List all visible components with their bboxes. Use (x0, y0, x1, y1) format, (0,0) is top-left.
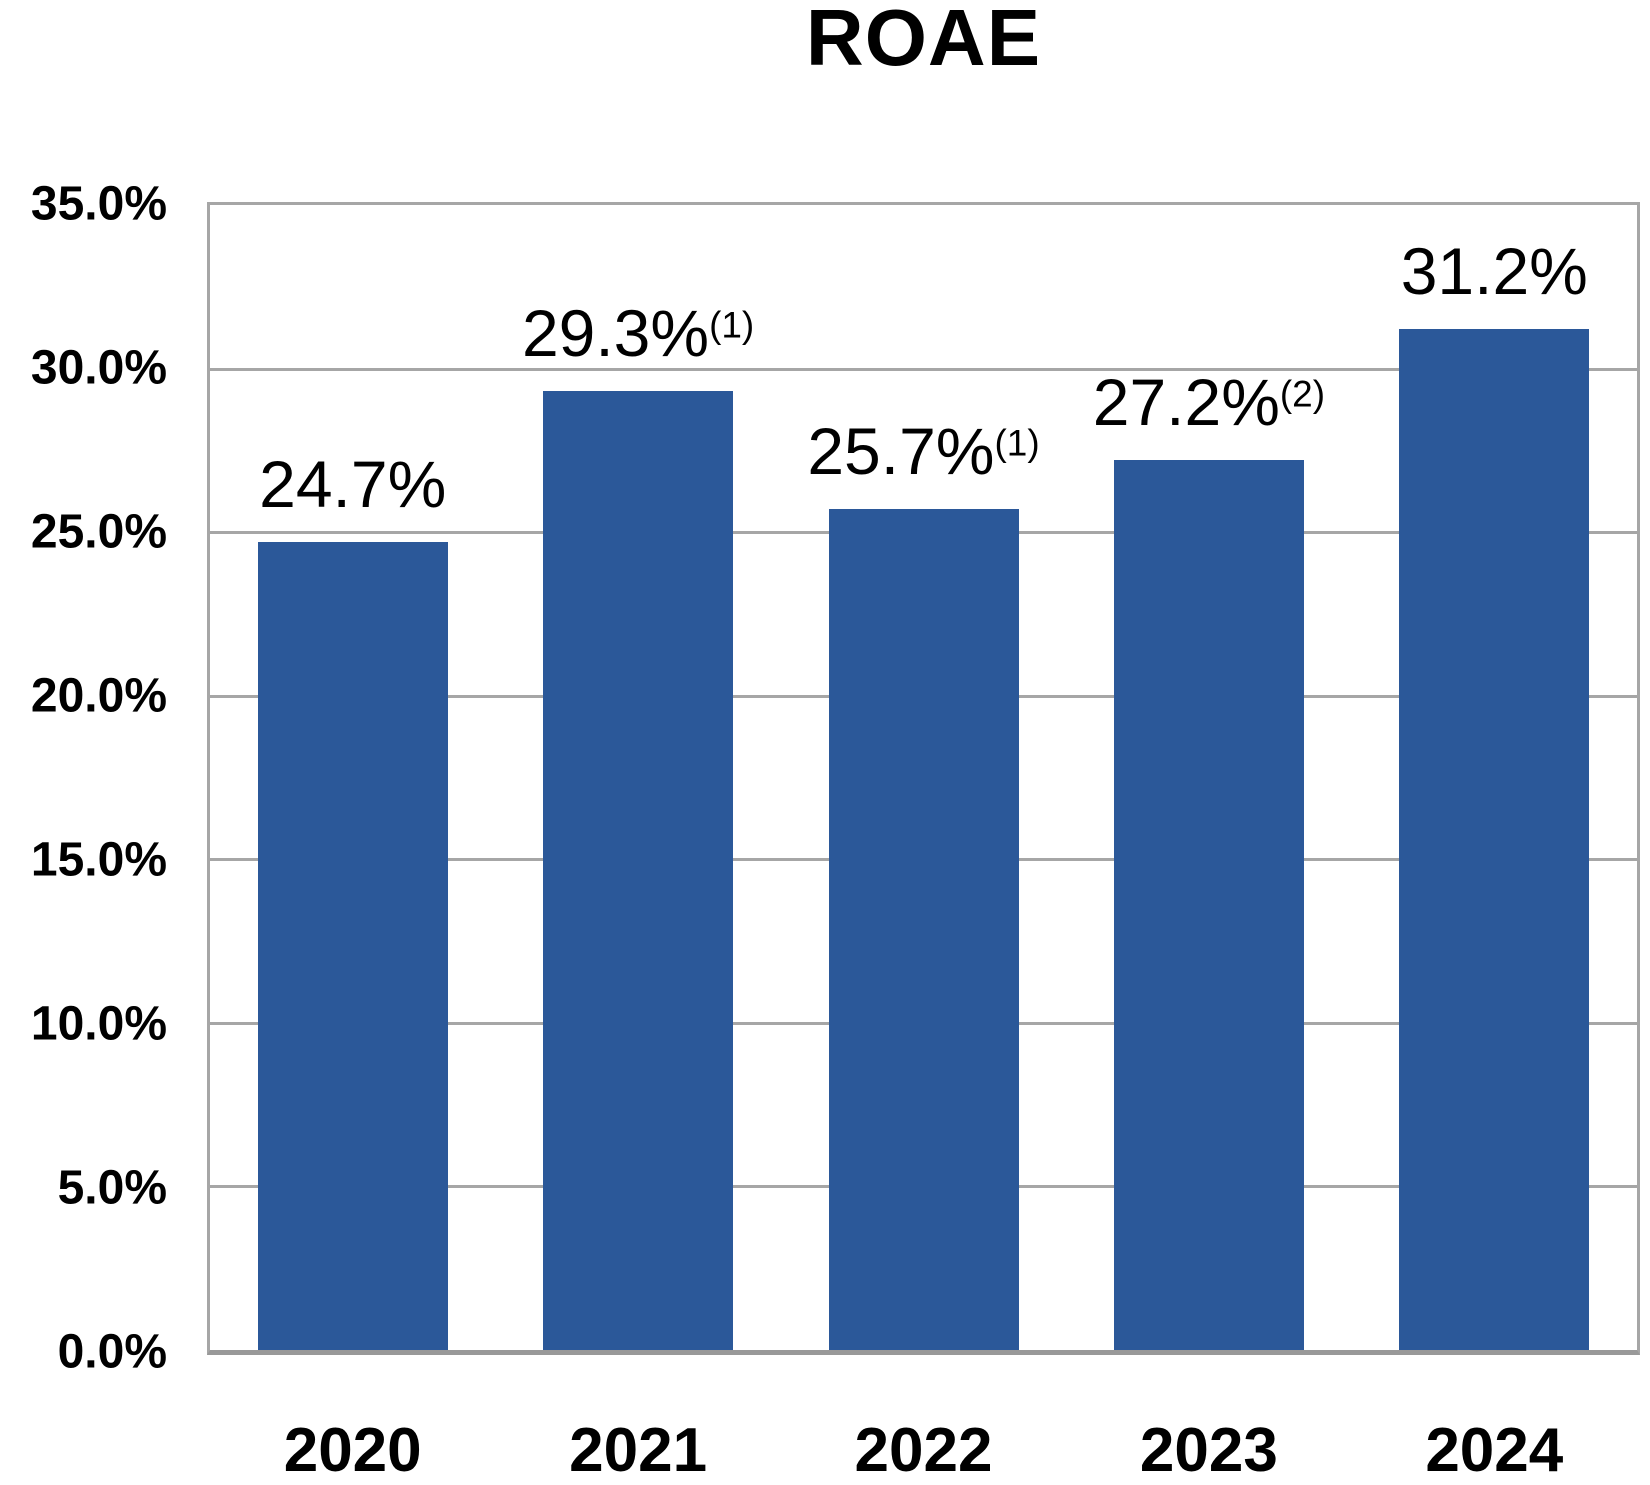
y-tick-label-100: 10.0% (30, 997, 167, 1050)
x-tick-label-2024: 2024 (1425, 1416, 1564, 1485)
bar-2020 (257, 541, 448, 1350)
bar-2021 (543, 391, 734, 1350)
y-tick-label-00: 0.0% (57, 1325, 167, 1378)
y-tick-label-50: 5.0% (57, 1161, 167, 1214)
y-tick-label-150: 15.0% (30, 833, 167, 886)
bar-value-footnote-marker: (1) (709, 305, 755, 347)
bar-value-label-2022: 25.7%(1) (807, 413, 1039, 489)
bar-value-text: 25.7% (807, 414, 995, 489)
plot-area: 24.7% 29.3%(1) 25.7%(1) 27.2%(2) 31.2% (207, 202, 1640, 1355)
bar-value-text: 31.2% (1400, 234, 1588, 309)
bar-value-label-2020: 24.7% (259, 446, 446, 522)
x-tick-label-2022: 2022 (854, 1416, 993, 1485)
bar-value-text: 29.3% (521, 296, 710, 371)
y-tick-label-250: 25.0% (30, 505, 167, 558)
bar-value-footnote-marker: (1) (994, 422, 1040, 464)
bar-value-label-2021: 29.3%(1) (522, 295, 754, 371)
x-tick-label-2020: 2020 (283, 1416, 422, 1485)
y-tick-label-350: 35.0% (30, 177, 167, 230)
gridline-30 (210, 367, 1637, 371)
plot-inner: 24.7% 29.3%(1) 25.7%(1) 27.2%(2) 31.2% (210, 205, 1637, 1350)
chart-title: ROAE (805, 0, 1042, 82)
bar-2023 (1113, 460, 1304, 1350)
y-tick-label-300: 30.0% (30, 341, 167, 394)
bar-value-footnote-marker: (2) (1279, 373, 1326, 415)
y-tick-label-200: 20.0% (30, 669, 167, 722)
x-tick-label-2021: 2021 (569, 1416, 708, 1485)
bar-value-text: 27.2% (1092, 365, 1280, 440)
bar-value-label-2023: 27.2%(2) (1093, 364, 1325, 440)
x-tick-label-2023: 2023 (1139, 1416, 1278, 1485)
bar-value-text: 24.7% (259, 446, 447, 521)
bar-2024 (1399, 329, 1590, 1350)
bar-2022 (828, 509, 1019, 1350)
bar-value-label-2024: 31.2% (1401, 233, 1588, 309)
